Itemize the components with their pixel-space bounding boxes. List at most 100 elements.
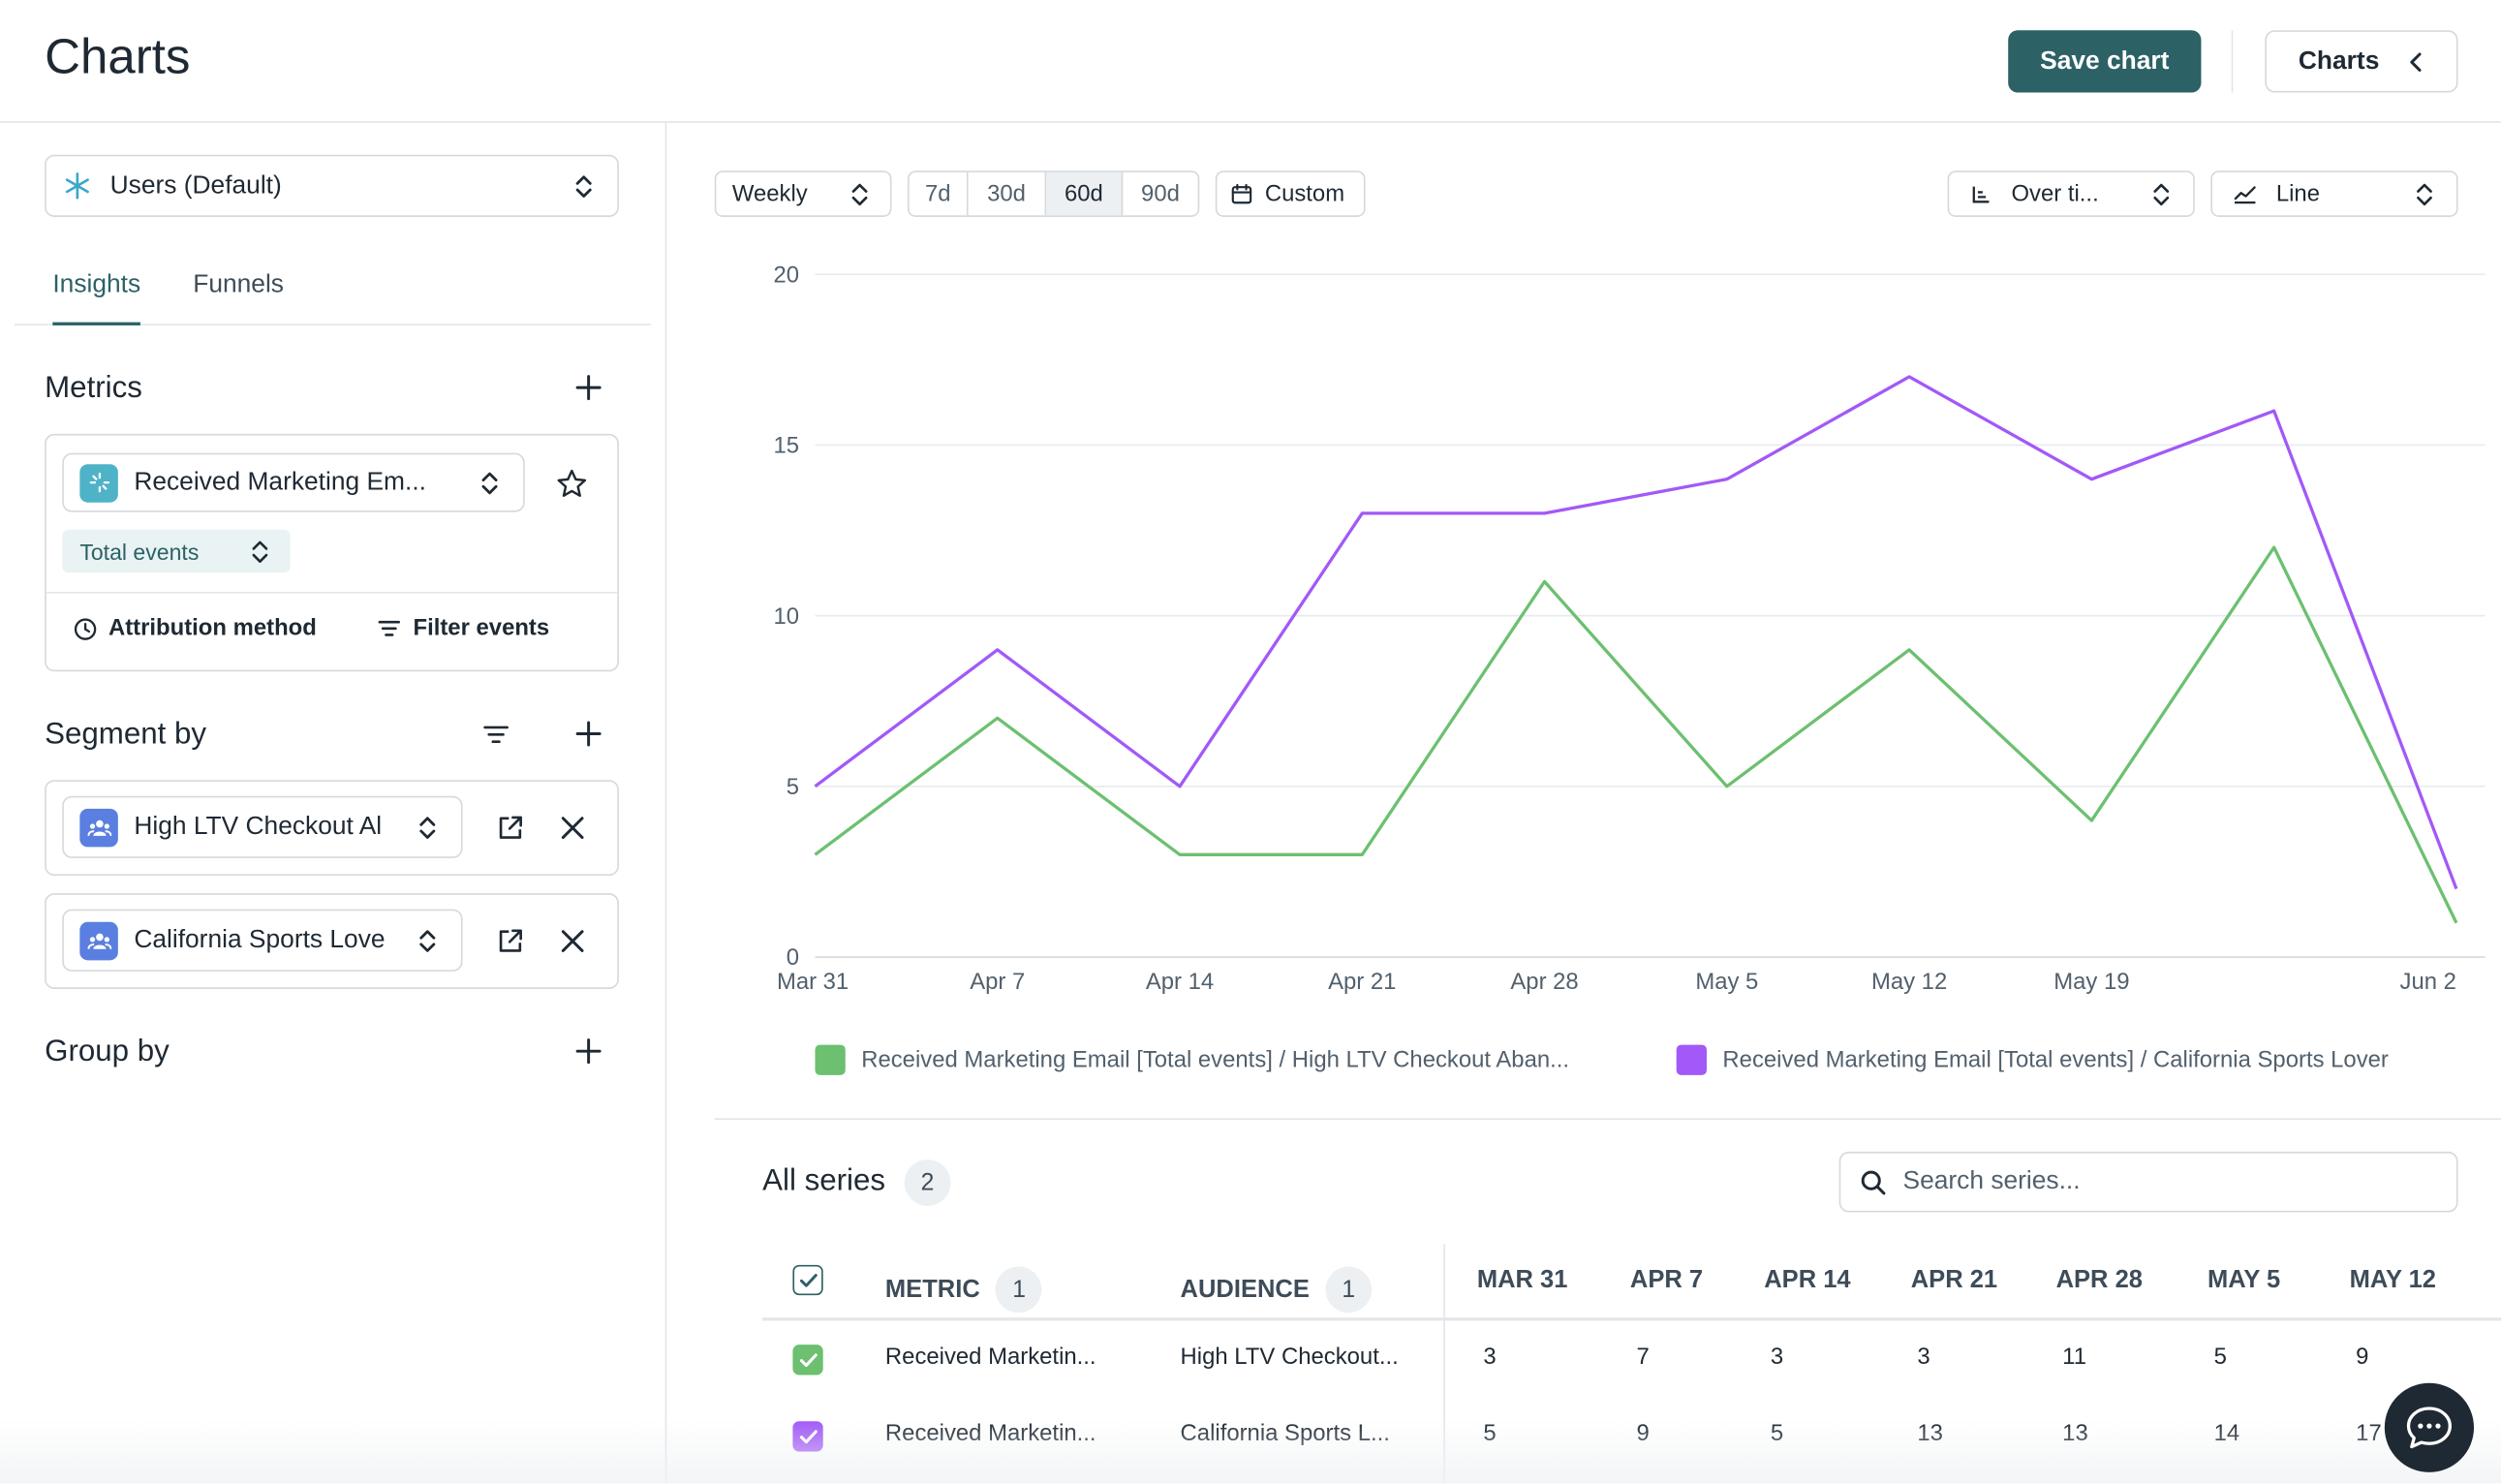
value-cell: 5 <box>2213 1345 2227 1371</box>
add-group-plus-icon[interactable] <box>575 1038 602 1065</box>
audience-header-count: 1 <box>1325 1266 1373 1314</box>
metric-cell: Received Marketin... <box>884 1345 1096 1371</box>
search-series[interactable] <box>1838 1151 2458 1213</box>
save-chart-button[interactable]: Save chart <box>2008 30 2202 93</box>
select-all-checkbox[interactable] <box>792 1264 823 1296</box>
metric-column-header[interactable]: METRIC 1 <box>885 1266 1042 1314</box>
filter-events-label: Filter events <box>413 615 550 641</box>
aggregation-select[interactable]: Total events <box>62 529 291 573</box>
segment-select-1[interactable]: High LTV Checkout Al <box>62 795 463 858</box>
table-header-line <box>762 1317 2501 1321</box>
segment-card-1: High LTV Checkout Al <box>45 780 619 877</box>
custom-range-label: Custom <box>1264 180 1345 207</box>
segment-label-1: High LTV Checkout Al <box>134 812 383 840</box>
value-cell: 5 <box>1770 1421 1784 1447</box>
check-icon <box>799 1273 817 1286</box>
audience-cell: High LTV Checkout... <box>1180 1345 1399 1371</box>
date-column-header[interactable]: APR 21 <box>1910 1266 1998 1294</box>
search-icon <box>1861 1169 1886 1194</box>
row-checkbox[interactable] <box>792 1421 823 1452</box>
segment-filter-icon[interactable] <box>483 725 509 745</box>
attribution-method-button[interactable]: Attribution method <box>74 616 317 641</box>
x-tick-label: May 5 <box>1695 969 1758 995</box>
range-30d-button[interactable]: 30d <box>969 171 1047 216</box>
value-cell: 3 <box>1770 1345 1784 1371</box>
x-tick-label: Jun 2 <box>2400 969 2456 995</box>
range-90d-button[interactable]: 90d <box>1141 180 1180 207</box>
tab-insights[interactable]: Insights <box>52 271 141 325</box>
chat-support-button[interactable] <box>2384 1382 2475 1472</box>
page-title: Charts <box>45 28 191 85</box>
charts-panel-button[interactable]: Charts <box>2265 30 2458 93</box>
row-checkbox[interactable] <box>792 1345 823 1376</box>
filter-icon <box>378 620 400 636</box>
charts-button-label: Charts <box>2298 46 2380 75</box>
add-segment-plus-icon[interactable] <box>575 721 602 747</box>
metric-event-icon <box>79 463 118 502</box>
audience-cell: California Sports L... <box>1180 1421 1390 1447</box>
all-series-title: All series <box>762 1164 886 1198</box>
legend-label-1: Received Marketing Email [Total events] … <box>861 1047 1570 1073</box>
x-tick-label: May 12 <box>1871 969 1947 995</box>
range-7d-button[interactable]: 7d <box>910 171 969 216</box>
audience-select[interactable]: Users (Default) <box>45 154 619 217</box>
line-chart-icon <box>2234 185 2256 203</box>
value-cell: 14 <box>2213 1421 2240 1447</box>
search-input[interactable] <box>1902 1167 2414 1197</box>
y-tick-label: 5 <box>787 774 799 800</box>
line-chart: 0 5 10 15 20 Mar 31 Apr 7 Apr 14 Apr 21 Apr 28 May… <box>773 262 2486 995</box>
card-divider <box>46 591 618 594</box>
check-icon <box>799 1352 818 1367</box>
date-column-header[interactable]: MAY 5 <box>2208 1266 2281 1294</box>
interval-select[interactable]: Weekly <box>714 170 892 217</box>
select-arrows-icon <box>2417 183 2432 206</box>
check-icon <box>799 1429 818 1443</box>
snowflake-icon <box>65 172 89 200</box>
date-column-header[interactable]: APR 14 <box>1764 1266 1851 1294</box>
audience-column-header[interactable]: AUDIENCE 1 <box>1181 1266 1373 1314</box>
value-cell: 11 <box>2062 1345 2086 1371</box>
date-column-header[interactable]: MAR 31 <box>1476 1266 1568 1294</box>
clock-icon <box>74 617 97 639</box>
mode-select[interactable]: Over ti... <box>1947 170 2195 217</box>
value-cell: 9 <box>1636 1421 1650 1447</box>
close-icon[interactable] <box>558 814 587 843</box>
top-bar: Charts Save chart Charts <box>0 0 2501 123</box>
chat-icon <box>2406 1407 2452 1449</box>
open-external-icon[interactable] <box>496 814 525 843</box>
open-external-icon[interactable] <box>496 927 525 956</box>
group-by-title: Group by <box>45 1035 170 1069</box>
select-arrows-icon <box>575 175 592 198</box>
y-tick-label: 20 <box>773 262 799 288</box>
left-tabs: Insights Funnels <box>14 266 651 325</box>
y-tick-label: 10 <box>773 603 799 630</box>
legend-swatch-purple <box>1676 1044 1707 1075</box>
metric-select-label: Received Marketing Em... <box>134 468 426 496</box>
value-cell: 9 <box>2356 1345 2369 1371</box>
filter-events-button[interactable]: Filter events <box>378 616 549 641</box>
header-divider <box>2231 30 2234 93</box>
legend-item-1[interactable]: Received Marketing Email [Total events] … <box>815 1044 1570 1075</box>
x-tick-label: Apr 7 <box>970 969 1025 995</box>
select-arrows-icon <box>2153 183 2170 206</box>
date-column-header[interactable]: MAY 12 <box>2349 1266 2436 1294</box>
custom-range-button[interactable]: Custom <box>1215 170 1366 217</box>
tab-funnels[interactable]: Funnels <box>193 270 284 298</box>
value-cell: 5 <box>1483 1421 1497 1447</box>
segment-select-2[interactable]: California Sports Love <box>62 909 463 972</box>
select-arrows-icon <box>851 183 868 206</box>
metric-select[interactable]: Received Marketing Em... <box>62 452 525 512</box>
date-column-header[interactable]: APR 7 <box>1629 1266 1704 1294</box>
date-column-header[interactable]: APR 28 <box>2055 1266 2143 1294</box>
segment-label-2: California Sports Love <box>134 925 386 953</box>
range-60d-button[interactable]: 60d <box>1046 171 1124 216</box>
select-arrows-icon <box>481 472 498 495</box>
star-icon[interactable] <box>555 467 589 501</box>
add-metric-plus-icon[interactable] <box>575 375 602 401</box>
audience-select-label: Users (Default) <box>109 171 282 200</box>
chart-type-select[interactable]: Line <box>2210 170 2458 217</box>
close-icon[interactable] <box>558 927 587 956</box>
legend-item-2[interactable]: Received Marketing Email [Total events] … <box>1676 1044 2389 1075</box>
value-cell: 17 <box>2356 1421 2382 1447</box>
